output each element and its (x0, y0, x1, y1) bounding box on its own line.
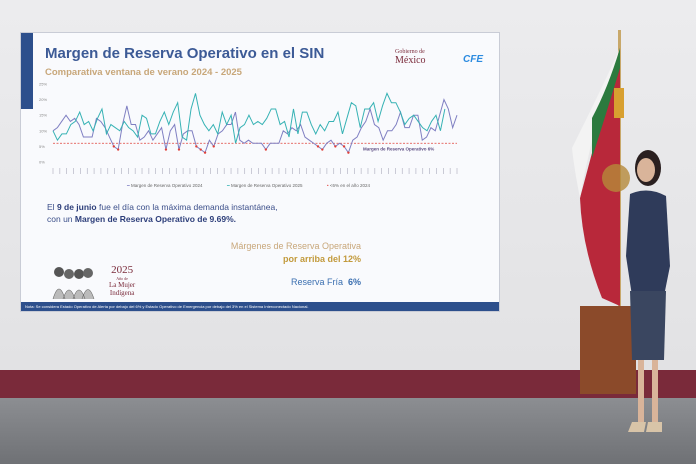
y-tick-label: 25% (39, 82, 47, 87)
series-line-2025 (52, 92, 446, 144)
series-line-2024 (52, 98, 458, 154)
flag-stand (580, 306, 636, 394)
y-tick-label: 20% (39, 97, 47, 102)
below-6-marker (116, 148, 120, 151)
gobierno-mexico-logo: Gobierno de México (395, 49, 426, 66)
slide-subtitle: Comparativa ventana de verano 2024 - 202… (45, 67, 242, 78)
below-6-marker (342, 145, 346, 148)
below-6-marker (195, 145, 198, 148)
year-logo: 2025 Año de La Mujer Indígena (109, 264, 136, 297)
below-6-marker (199, 148, 202, 151)
below-6-marker (164, 148, 168, 151)
margins-threshold: por arriba del 12% (282, 254, 361, 264)
below-6-marker (321, 148, 324, 151)
y-tick-label: 10% (39, 128, 47, 133)
threshold-label: Margen de Reserva Operativo 6% (363, 146, 434, 151)
below-6-marker (316, 145, 320, 148)
highlight-text: El 9 de junio fue el día con la máxima d… (47, 202, 278, 224)
speaker-person-icon (626, 150, 670, 432)
legend-2025: ━ Margen de Reserva Operativo 2025 (227, 183, 303, 188)
below-6-marker (177, 148, 181, 151)
cfe-logo: CFE (463, 54, 483, 65)
accent-bar (21, 33, 33, 109)
below-6-marker (347, 151, 350, 154)
y-tick-label: 15% (39, 113, 47, 118)
legend-below-6: • <6% en el año 2024 (327, 183, 371, 188)
women-illustration-icon (52, 267, 95, 299)
floor (0, 398, 696, 464)
below-6-marker (264, 148, 268, 151)
line-chart: 0% 5% 10% 15% 20% 25% Margen de Reserva Operat… (39, 82, 458, 174)
y-tick-label: 5% (39, 144, 45, 149)
below-6-marker (212, 145, 215, 148)
margins-text: Márgenes de Reserva Operativa (230, 241, 361, 251)
below-6-marker (112, 145, 116, 148)
below-6-marker (334, 145, 337, 148)
slide-title: Margen de Reserva Operativo en el SIN (45, 45, 325, 62)
legend-2024: ━ Margen de Reserva Operativo 2024 (127, 183, 203, 188)
below-6-marker (203, 151, 207, 154)
footnote: Nota: Se considera Estado Operativo de A… (21, 302, 499, 311)
presentation-screen: Margen de Reserva Operativo en el SIN Co… (20, 32, 500, 312)
reserva-fria: Reserva Fría 6% (290, 277, 361, 287)
mexico-flag-icon (572, 48, 630, 306)
y-tick-label: 0% (39, 160, 45, 165)
